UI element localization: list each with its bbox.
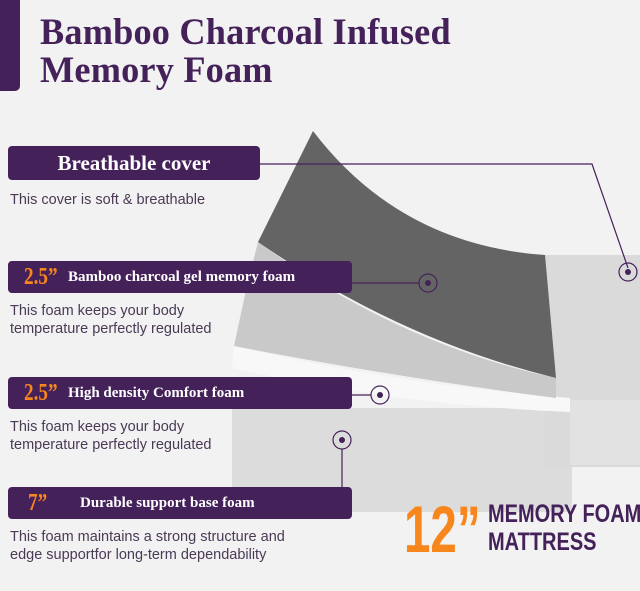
comfort-foam-layer: [232, 346, 570, 412]
layer-description: This foam keeps your body temperature per…: [10, 419, 212, 453]
layer-thickness: 2.5”: [24, 379, 58, 406]
layer-description: This foam maintains a strong structure a…: [10, 529, 285, 563]
layer-description: This foam keeps your body temperature per…: [10, 303, 212, 337]
layer-thickness: 7”: [28, 489, 48, 516]
comfort-marker-icon: [370, 385, 390, 405]
layer-description: This cover is soft & breathable: [10, 192, 206, 208]
product-type-label: MEMORY FOAM MATTRESS: [488, 500, 640, 556]
title-accent-bar: [0, 0, 20, 91]
gel-marker-icon: [418, 273, 438, 293]
base-marker-icon: [332, 430, 352, 450]
title-line-2: Memory Foam: [40, 50, 273, 91]
quilted-cover-panel: [570, 400, 640, 465]
layer-banner-comfort: 2.5” High density Comfort foam: [8, 377, 352, 409]
title-line-1: Bamboo Charcoal Infused: [40, 12, 451, 53]
page-title: Bamboo Charcoal Infused Memory Foam: [40, 14, 451, 90]
total-thickness: 12”: [404, 492, 481, 566]
layer-banner-gel: 2.5” Bamboo charcoal gel memory foam: [8, 261, 352, 293]
layer-label: Breathable cover: [57, 150, 211, 175]
layer-label: High density Comfort foam: [68, 384, 245, 401]
layer-banner-base: 7” Durable support base foam: [8, 487, 352, 519]
layer-banner-cover: Breathable cover: [8, 146, 260, 180]
layer-label: Durable support base foam: [80, 494, 255, 511]
cover-marker-icon: [618, 262, 638, 282]
layer-label: Bamboo charcoal gel memory foam: [68, 268, 296, 285]
cover-callout-line: [260, 163, 629, 269]
layer-thickness: 2.5”: [24, 263, 58, 290]
breathable-cover-layer: [258, 131, 556, 378]
